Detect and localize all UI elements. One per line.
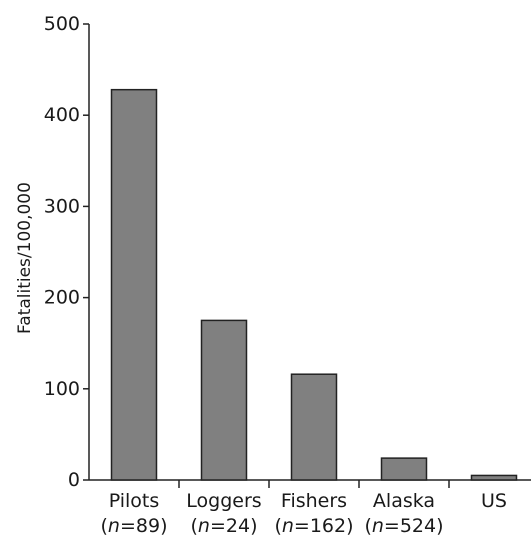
bar-us: [470, 474, 518, 481]
category-label: Loggers: [186, 490, 261, 512]
bar-alaska: [380, 457, 428, 481]
category-label: Alaska: [373, 490, 435, 512]
y-tick-label: 200: [44, 287, 80, 309]
sample-size-label: (n=24): [191, 515, 258, 537]
y-tick-label: 0: [68, 469, 80, 491]
y-tick-label: 100: [44, 378, 80, 400]
bar-pilots: [110, 88, 158, 481]
sample-size-label: (n=162): [274, 515, 353, 537]
y-axis-title: Fatalities/100,000: [15, 182, 35, 334]
sample-size-label: (n=89): [101, 515, 168, 537]
bars: [110, 88, 518, 481]
y-tick-label: 400: [44, 104, 80, 126]
y-tick-label: 300: [44, 195, 80, 217]
category-label: Fishers: [281, 490, 347, 512]
y-tick-label: 500: [44, 13, 80, 35]
sample-size-label: (n=524): [364, 515, 443, 537]
category-label: US: [481, 490, 507, 512]
x-axis: Pilots (n=89) Loggers (n=24) Fishers (n=162) A…: [89, 479, 531, 537]
bar-loggers: [200, 319, 248, 481]
category-label: Pilots: [109, 490, 160, 512]
bar-fishers: [290, 373, 338, 481]
y-axis: 0 100 200 300 400 500: [44, 13, 90, 491]
